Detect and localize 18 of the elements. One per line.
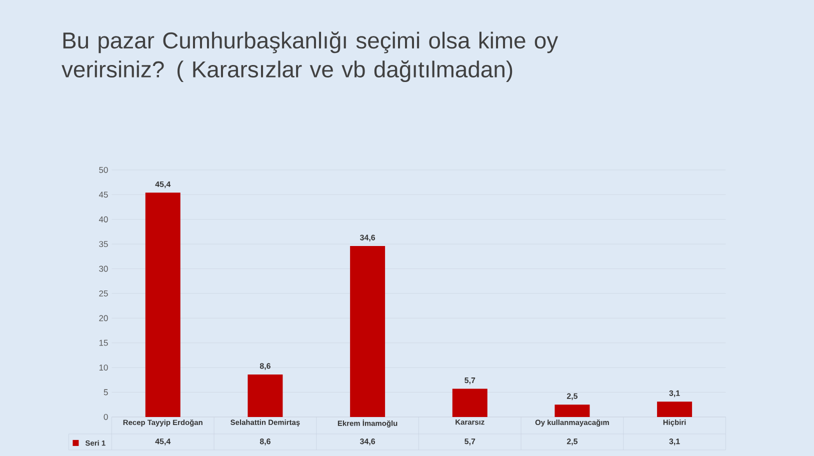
y-tick-label: 5	[104, 389, 108, 396]
bar	[145, 192, 180, 417]
y-tick-label: 40	[98, 216, 108, 222]
bar	[350, 246, 386, 417]
y-tick-label: 25	[99, 290, 108, 296]
y-tick-label: 35	[99, 241, 108, 248]
y-tick-label: 15	[99, 340, 108, 346]
y-tick-label: 45	[98, 192, 108, 198]
y-tick-label: 50	[99, 166, 108, 173]
y-tick-label: 10	[99, 364, 108, 371]
bar	[657, 402, 692, 417]
bar	[248, 374, 283, 417]
bar	[452, 388, 488, 417]
y-tick-label: 0	[104, 414, 108, 420]
y-tick-label: 20	[99, 315, 108, 322]
bar	[554, 404, 590, 417]
y-tick-label: 30	[99, 266, 108, 272]
chart-title: Bu pazar Cumhurbaşkanlığı seçimi olsa kime oy verirsiniz? ( Kararsızlar ve vb dağıtılmadan)	[62, 31, 558, 82]
